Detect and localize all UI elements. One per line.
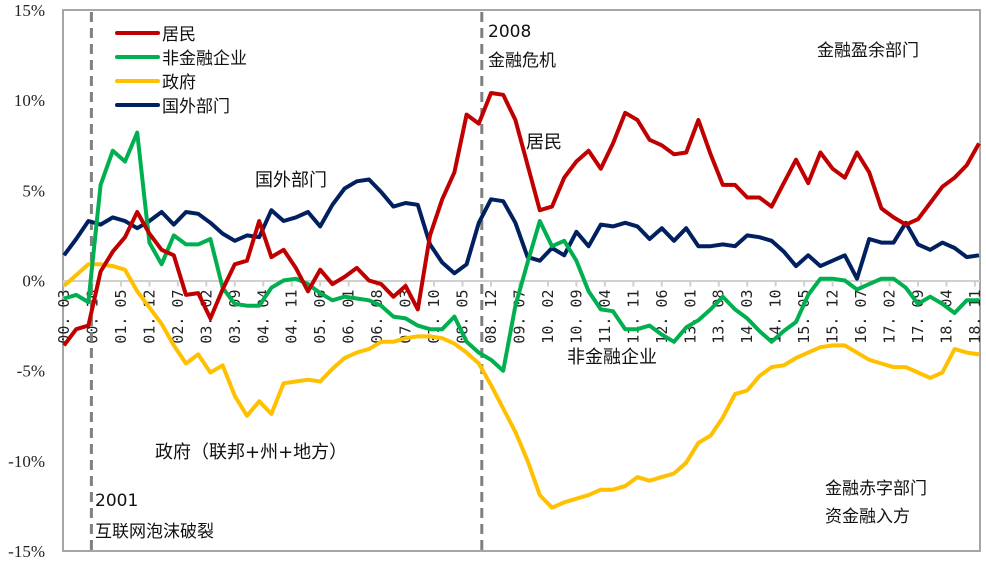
series-line-1	[63, 130, 979, 373]
x-tick-label: 11. 04	[596, 290, 614, 344]
y-tick-label: -10%	[8, 452, 45, 471]
legend-label: 非金融企业	[162, 49, 247, 69]
reference-lines	[89, 12, 484, 551]
x-tick-label: 06. 01	[340, 290, 358, 344]
legend-label: 居民	[162, 25, 196, 45]
x-tick-label: 10. 02	[539, 290, 557, 344]
x-tick-label: 08. 12	[482, 290, 500, 344]
crisis-2008-label: 金融危机	[488, 51, 556, 71]
x-tick-label: 00. 03	[55, 290, 73, 344]
x-tick-label: 08. 05	[454, 290, 472, 344]
y-tick-label: -5%	[17, 362, 45, 381]
x-tick-label: 11. 11	[624, 290, 642, 344]
crisis-2001-label: 互联网泡沫破裂	[95, 522, 214, 542]
corporate-series-label: 非金融企业	[567, 347, 657, 368]
x-tick-label: 18. 11	[966, 290, 984, 344]
annotations: 2008 金融危机 2001 互联网泡沫破裂 金融盈余部门 金融赤字部门 资金融…	[95, 22, 927, 542]
y-tick-label: 15%	[14, 1, 45, 20]
x-tick-label: 01. 05	[112, 290, 130, 344]
y-tick-label: 10%	[14, 91, 45, 110]
y-tick-label: 5%	[22, 181, 45, 200]
x-tick-label: 13. 01	[681, 290, 699, 344]
surplus-sector-label: 金融盈余部门	[817, 41, 919, 61]
deficit-sector-label: 金融赤字部门	[825, 479, 927, 499]
legend-label: 政府	[162, 73, 196, 93]
x-tick-label: 05. 06	[311, 290, 329, 344]
x-tick-label: 10. 09	[567, 290, 585, 344]
deficit-sector-sublabel: 资金融入方	[825, 507, 910, 527]
crisis-2008-year: 2008	[488, 22, 531, 42]
x-tick-label: 18. 04	[937, 290, 955, 344]
foreign-series-label: 国外部门	[255, 170, 327, 191]
crisis-2001-year: 2001	[95, 491, 138, 511]
x-tick-label: 14. 10	[767, 290, 785, 344]
legend-label: 国外部门	[162, 97, 230, 117]
y-axis: 15% 10% 5% 0% -5% -10% -15%	[8, 1, 45, 561]
x-tick-label: 02. 07	[169, 290, 187, 344]
y-tick-label: -15%	[8, 542, 45, 561]
series-lines	[62, 91, 981, 510]
y-tick-label: 0%	[22, 272, 45, 291]
x-tick-label: 16. 07	[852, 290, 870, 344]
household-series-label: 居民	[526, 132, 562, 153]
x-tick-label: 15. 05	[795, 290, 813, 344]
x-tick-label: 04. 11	[283, 290, 301, 344]
x-tick-label: 06. 08	[368, 290, 386, 344]
x-tick-label: 17. 02	[881, 290, 899, 344]
x-tick-label: 15. 12	[824, 290, 842, 344]
government-series-label: 政府（联邦+州+地方）	[155, 442, 347, 463]
series-line-2	[62, 262, 980, 510]
series-line-3	[62, 177, 980, 281]
x-axis: 00. 03 00. 10 01. 05 01. 12 02. 07 03. 02 03. …	[55, 280, 984, 344]
series-line-0	[62, 91, 981, 347]
